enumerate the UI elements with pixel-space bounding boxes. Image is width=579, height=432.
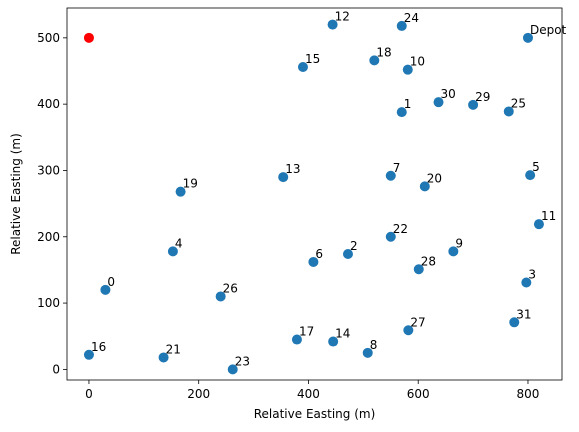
point-label: 12 xyxy=(335,10,350,24)
data-point xyxy=(227,364,238,375)
point-label: 3 xyxy=(528,268,536,282)
data-point xyxy=(403,325,414,336)
y-tick-label: 400 xyxy=(37,97,60,111)
data-point xyxy=(328,336,339,347)
data-point xyxy=(413,264,424,275)
data-point xyxy=(158,352,169,363)
x-tick-label: 800 xyxy=(517,387,540,401)
data-point xyxy=(291,334,302,345)
axes-frame xyxy=(66,7,563,381)
point-label: 9 xyxy=(455,236,463,250)
point-label: 14 xyxy=(335,327,350,341)
point-label: 13 xyxy=(285,162,300,176)
data-point xyxy=(342,249,353,260)
data-point xyxy=(297,62,308,73)
point-label: 20 xyxy=(427,171,442,185)
point-label: 15 xyxy=(305,52,320,66)
data-point xyxy=(522,32,533,43)
data-point xyxy=(525,170,536,181)
data-point xyxy=(419,181,430,192)
point-label: 18 xyxy=(376,45,391,59)
x-tick-label: 600 xyxy=(407,387,430,401)
data-point xyxy=(100,284,111,295)
point-label: 7 xyxy=(393,161,401,175)
data-point xyxy=(167,246,178,257)
point-label: 5 xyxy=(532,160,540,174)
point-label: 30 xyxy=(441,87,456,101)
point-label: 1 xyxy=(404,97,412,111)
x-tick-label: 400 xyxy=(297,387,320,401)
point-label: 23 xyxy=(235,354,250,368)
point-label: 24 xyxy=(404,11,419,25)
data-point xyxy=(308,256,319,267)
point-label: 10 xyxy=(410,55,425,69)
data-point xyxy=(402,64,413,75)
point-label: 16 xyxy=(91,340,106,354)
data-point xyxy=(278,172,289,183)
data-point xyxy=(215,291,226,302)
data-point xyxy=(533,219,544,230)
point-label: 21 xyxy=(166,342,181,356)
point-label: 0 xyxy=(107,275,115,289)
point-label: 8 xyxy=(370,338,378,352)
data-point xyxy=(433,97,444,108)
data-point xyxy=(362,347,373,358)
point-label: 11 xyxy=(541,209,556,223)
data-point xyxy=(521,277,532,288)
data-point xyxy=(396,107,407,118)
x-axis-label: Relative Easting (m) xyxy=(254,407,376,421)
data-point xyxy=(509,317,520,328)
data-point xyxy=(396,20,407,31)
point-label: Depot xyxy=(530,23,567,37)
data-point xyxy=(448,246,459,257)
data-point xyxy=(327,19,338,30)
y-axis-label: Relative Easting (m) xyxy=(9,133,23,255)
data-point xyxy=(83,349,94,360)
y-tick-label: 0 xyxy=(52,362,60,376)
point-label: 4 xyxy=(175,236,183,250)
point-label: 26 xyxy=(223,281,238,295)
data-point xyxy=(468,99,479,110)
point-label: 28 xyxy=(421,254,436,268)
point-label: 2 xyxy=(350,239,358,253)
x-tick-label: 0 xyxy=(85,387,93,401)
point-label: 19 xyxy=(183,177,198,191)
data-point xyxy=(503,106,514,117)
data-point xyxy=(385,231,396,242)
data-point xyxy=(385,170,396,181)
point-label: 17 xyxy=(299,325,314,339)
highlighted-point xyxy=(83,32,94,43)
point-label: 31 xyxy=(516,307,531,321)
y-tick-label: 300 xyxy=(37,163,60,177)
point-label: 6 xyxy=(315,247,323,261)
data-point xyxy=(369,55,380,66)
y-tick-label: 100 xyxy=(37,296,60,310)
x-tick-label: 200 xyxy=(187,387,210,401)
y-tick-label: 500 xyxy=(37,31,60,45)
point-label: 22 xyxy=(393,222,408,236)
y-tick-label: 200 xyxy=(37,230,60,244)
data-point xyxy=(175,186,186,197)
point-label: 29 xyxy=(475,90,490,104)
point-label: 25 xyxy=(511,96,526,110)
x-axis-ticks: 0 200 400 600 800 xyxy=(85,380,539,401)
point-label: 27 xyxy=(410,315,425,329)
y-axis-ticks: 0 100 200 300 400 500 xyxy=(37,31,67,376)
